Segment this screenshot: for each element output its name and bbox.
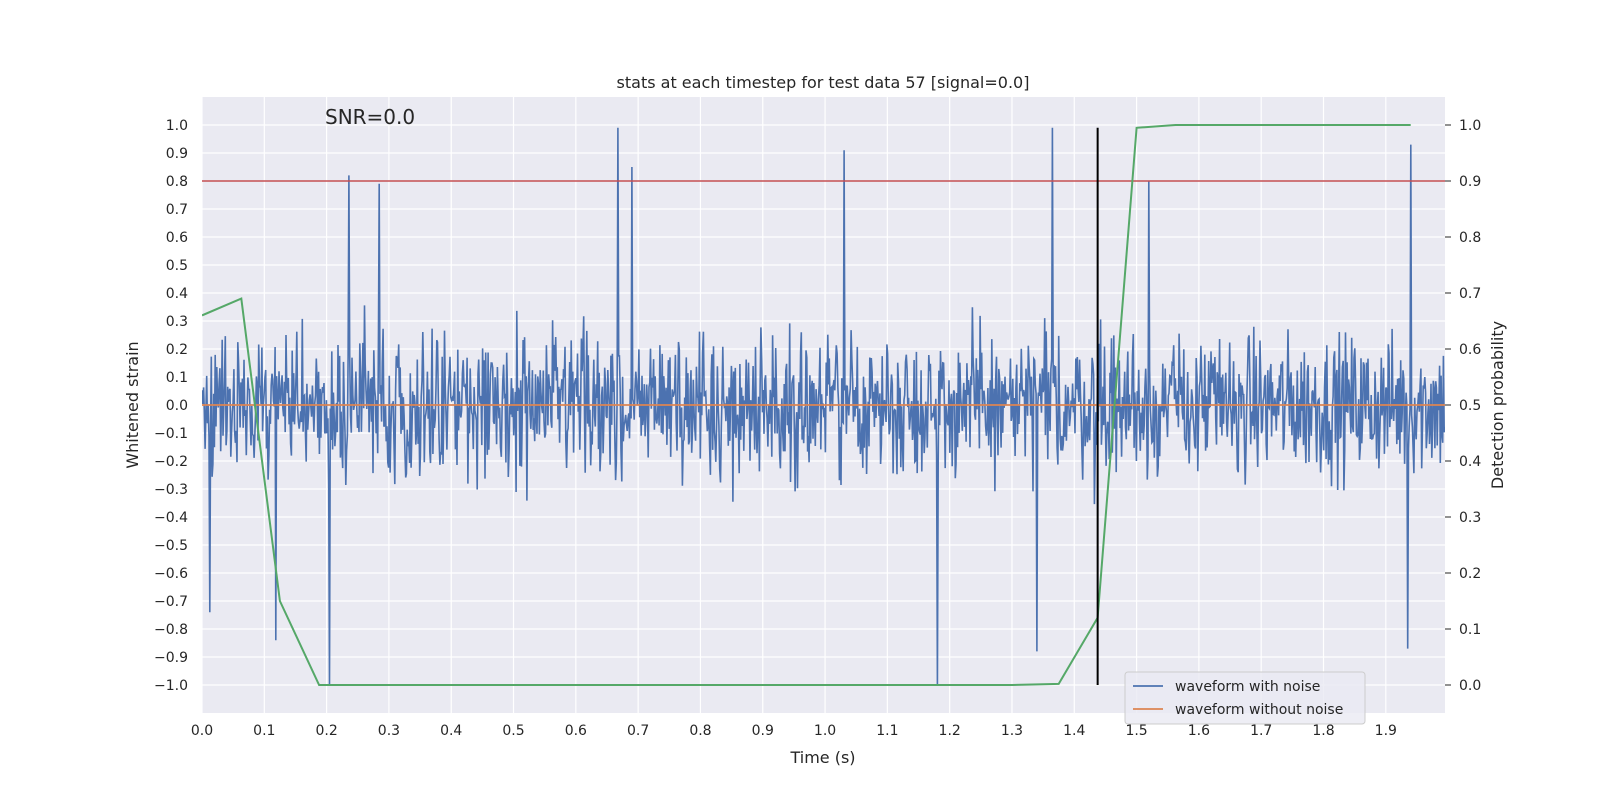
y-tick-label-left: 0.3 <box>166 314 188 330</box>
x-tick-label: 0.5 <box>502 723 524 739</box>
x-tick-label: 0.2 <box>315 723 337 739</box>
y-tick-label-left: −1.0 <box>154 678 188 694</box>
x-tick-label: 0.3 <box>378 723 400 739</box>
legend-label-waveform-with-noise: waveform with noise <box>1175 679 1320 695</box>
y-tick-label-right: 0.1 <box>1459 622 1481 638</box>
y-tick-label-left: −0.4 <box>154 510 188 526</box>
y-tick-label-left: −0.9 <box>154 650 188 666</box>
y-tick-label-right: 0.8 <box>1459 230 1481 246</box>
y-tick-label-right: 0.9 <box>1459 174 1481 190</box>
legend: waveform with noise waveform without noi… <box>1124 671 1366 725</box>
y-tick-label-right: 0.2 <box>1459 566 1481 582</box>
x-tick-label: 0.1 <box>253 723 275 739</box>
x-tick-label: 0.8 <box>689 723 711 739</box>
snr-annotation: SNR=0.0 <box>325 105 415 129</box>
x-axis-label: Time (s) <box>789 748 855 767</box>
x-tick-label: 1.8 <box>1312 723 1334 739</box>
x-tick-label: 1.4 <box>1063 723 1085 739</box>
series-detection-probability <box>202 124 1411 686</box>
x-tick-label: 0.7 <box>627 723 649 739</box>
y-tick-label-left: 0.2 <box>166 342 188 358</box>
y-tick-label-left: −0.2 <box>154 454 188 470</box>
y-tick-label-right: 1.0 <box>1459 118 1481 134</box>
y-tick-label-left: 0.5 <box>166 258 188 274</box>
x-tick-label: 1.3 <box>1001 723 1023 739</box>
y-tick-label-left: 0.6 <box>166 230 188 246</box>
y-tick-label-left: −0.6 <box>154 566 188 582</box>
y-tick-label-left: 0.9 <box>166 146 188 162</box>
y-tick-label-left: 0.7 <box>166 202 188 218</box>
x-tick-label: 1.1 <box>876 723 898 739</box>
x-tick-label: 0.4 <box>440 723 462 739</box>
y-tick-label-left: −0.3 <box>154 482 188 498</box>
chart-title: stats at each timestep for test data 57 … <box>617 73 1030 92</box>
plot-area <box>202 124 1445 686</box>
y-tick-label-left: −0.7 <box>154 594 188 610</box>
x-tick-label: 1.5 <box>1125 723 1147 739</box>
legend-box <box>1124 671 1366 725</box>
series-waveform-with-noise <box>202 127 1445 686</box>
y-tick-label-right: 0.4 <box>1459 454 1481 470</box>
x-tick-label: 1.2 <box>939 723 961 739</box>
x-tick-label: 1.7 <box>1250 723 1272 739</box>
x-tick-label: 1.0 <box>814 723 836 739</box>
y-tick-label-right: 0.0 <box>1459 678 1481 694</box>
x-tick-label: 1.6 <box>1188 723 1210 739</box>
y-tick-label-right: 0.3 <box>1459 510 1481 526</box>
x-tick-label: 0.6 <box>565 723 587 739</box>
y-axis-label-left: Whitened strain <box>123 341 142 468</box>
x-tick-label: 0.0 <box>191 723 213 739</box>
legend-label-waveform-without-noise: waveform without noise <box>1175 702 1343 718</box>
y-tick-label-left: 0.1 <box>166 370 188 386</box>
y-axis-label-right: Detection probability <box>1488 321 1507 489</box>
y-tick-label-left: −0.1 <box>154 426 188 442</box>
y-tick-label-left: −0.8 <box>154 622 188 638</box>
y-tick-label-left: 0.4 <box>166 286 188 302</box>
y-tick-label-right: 0.5 <box>1459 398 1481 414</box>
y-tick-label-left: −0.5 <box>154 538 188 554</box>
y-tick-label-left: 1.0 <box>166 118 188 134</box>
x-tick-label: 0.9 <box>752 723 774 739</box>
y-tick-label-right: 0.6 <box>1459 342 1481 358</box>
ticks: 0.0 0.1 0.2 0.3 0.4 0.5 0.6 0.7 0.8 0.9 1.0 1.1 1.2 1… <box>154 118 1481 739</box>
y-tick-label-right: 0.7 <box>1459 286 1481 302</box>
x-tick-label: 1.9 <box>1375 723 1397 739</box>
y-tick-label-left: 0.8 <box>166 174 188 190</box>
y-tick-label-left: 0.0 <box>166 398 188 414</box>
